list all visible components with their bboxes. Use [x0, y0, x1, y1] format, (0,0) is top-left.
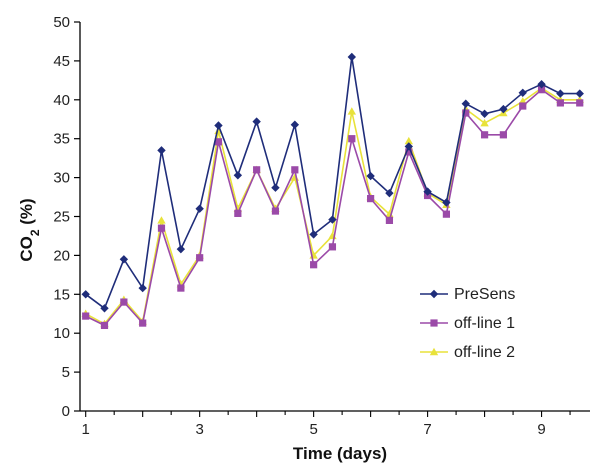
legend-swatch-marker: [430, 319, 438, 327]
legend-label: off-line 2: [454, 344, 515, 361]
data-point: [309, 230, 318, 239]
data-point: [442, 210, 451, 218]
y-tick-label: 30: [53, 170, 70, 187]
data-point: [82, 312, 90, 320]
data-point: [576, 99, 584, 107]
data-point: [537, 86, 546, 94]
data-point: [480, 131, 489, 139]
data-point: [404, 136, 413, 145]
y-tick-label: 15: [53, 286, 70, 303]
data-point: [328, 243, 337, 251]
data-point: [405, 148, 413, 156]
data-point: [480, 109, 489, 119]
legend-label: PreSens: [454, 286, 515, 303]
data-point: [271, 207, 280, 215]
data-point: [253, 166, 261, 174]
data-point: [462, 109, 470, 117]
y-axis-title: CO2 (%): [17, 198, 42, 261]
data-point: [556, 99, 564, 107]
x-tick-label: 1: [82, 421, 90, 438]
legend-label: off-line 1: [454, 315, 515, 332]
data-point: [347, 52, 357, 62]
data-point: [120, 298, 128, 306]
data-point: [423, 187, 432, 196]
data-point: [195, 204, 204, 213]
y-tick-label: 50: [53, 14, 70, 31]
x-axis-title: Time (days): [293, 444, 387, 463]
series-presens: [81, 52, 584, 313]
y-tick-label: 20: [53, 247, 70, 264]
data-point: [100, 304, 109, 313]
data-point: [310, 261, 318, 269]
data-point: [499, 104, 508, 114]
data-point: [461, 99, 470, 108]
data-point: [157, 224, 166, 232]
data-point: [519, 102, 527, 110]
data-point: [347, 107, 357, 115]
data-point: [404, 142, 413, 151]
x-tick-label: 7: [423, 421, 431, 438]
data-point: [214, 121, 223, 130]
legend-swatch-marker: [429, 289, 439, 299]
data-point: [81, 290, 90, 299]
series-line: [85, 56, 580, 310]
data-point: [537, 80, 546, 89]
x-tick-label: 9: [537, 421, 545, 438]
legend-swatch-marker: [429, 347, 439, 356]
data-point: [176, 244, 186, 254]
data-point: [214, 138, 223, 146]
y-tick-label: 0: [62, 403, 70, 420]
series-layer: [81, 52, 584, 330]
data-point: [385, 188, 394, 198]
y-tick-label: 25: [53, 209, 70, 226]
data-point: [367, 195, 375, 203]
data-point: [499, 131, 507, 139]
series-off-line-1: [82, 86, 584, 330]
data-point: [234, 209, 242, 217]
legend-entry: PreSens: [420, 286, 515, 303]
data-point: [252, 117, 261, 126]
data-point: [138, 283, 147, 293]
data-point: [100, 321, 109, 330]
data-point: [328, 215, 337, 224]
y-tick-label: 40: [53, 92, 70, 109]
data-point: [271, 183, 280, 192]
y-tick-label: 10: [53, 325, 70, 342]
data-point: [385, 216, 394, 224]
y-tick-label: 45: [53, 53, 70, 70]
data-point: [119, 255, 129, 264]
data-point: [348, 135, 356, 143]
y-tick-label: 5: [62, 364, 70, 381]
data-point: [139, 319, 147, 327]
data-point: [575, 89, 584, 98]
x-tick-label: 3: [195, 421, 203, 438]
data-point: [233, 171, 243, 180]
data-point: [157, 216, 166, 224]
data-point: [177, 284, 185, 292]
data-point: [291, 166, 299, 174]
data-point: [442, 198, 451, 207]
legend-entry: off-line 2: [420, 344, 515, 361]
legend-entry: off-line 1: [420, 315, 515, 332]
x-tick-label: 5: [309, 421, 317, 438]
data-point: [556, 89, 565, 98]
data-point: [518, 88, 527, 97]
data-point: [480, 118, 489, 127]
data-point: [366, 171, 375, 181]
data-point: [157, 146, 166, 155]
data-point: [196, 254, 204, 262]
y-tick-label: 35: [53, 131, 70, 148]
data-point: [290, 120, 300, 129]
legend: PreSens off-line 1 off-line 2: [420, 286, 515, 361]
